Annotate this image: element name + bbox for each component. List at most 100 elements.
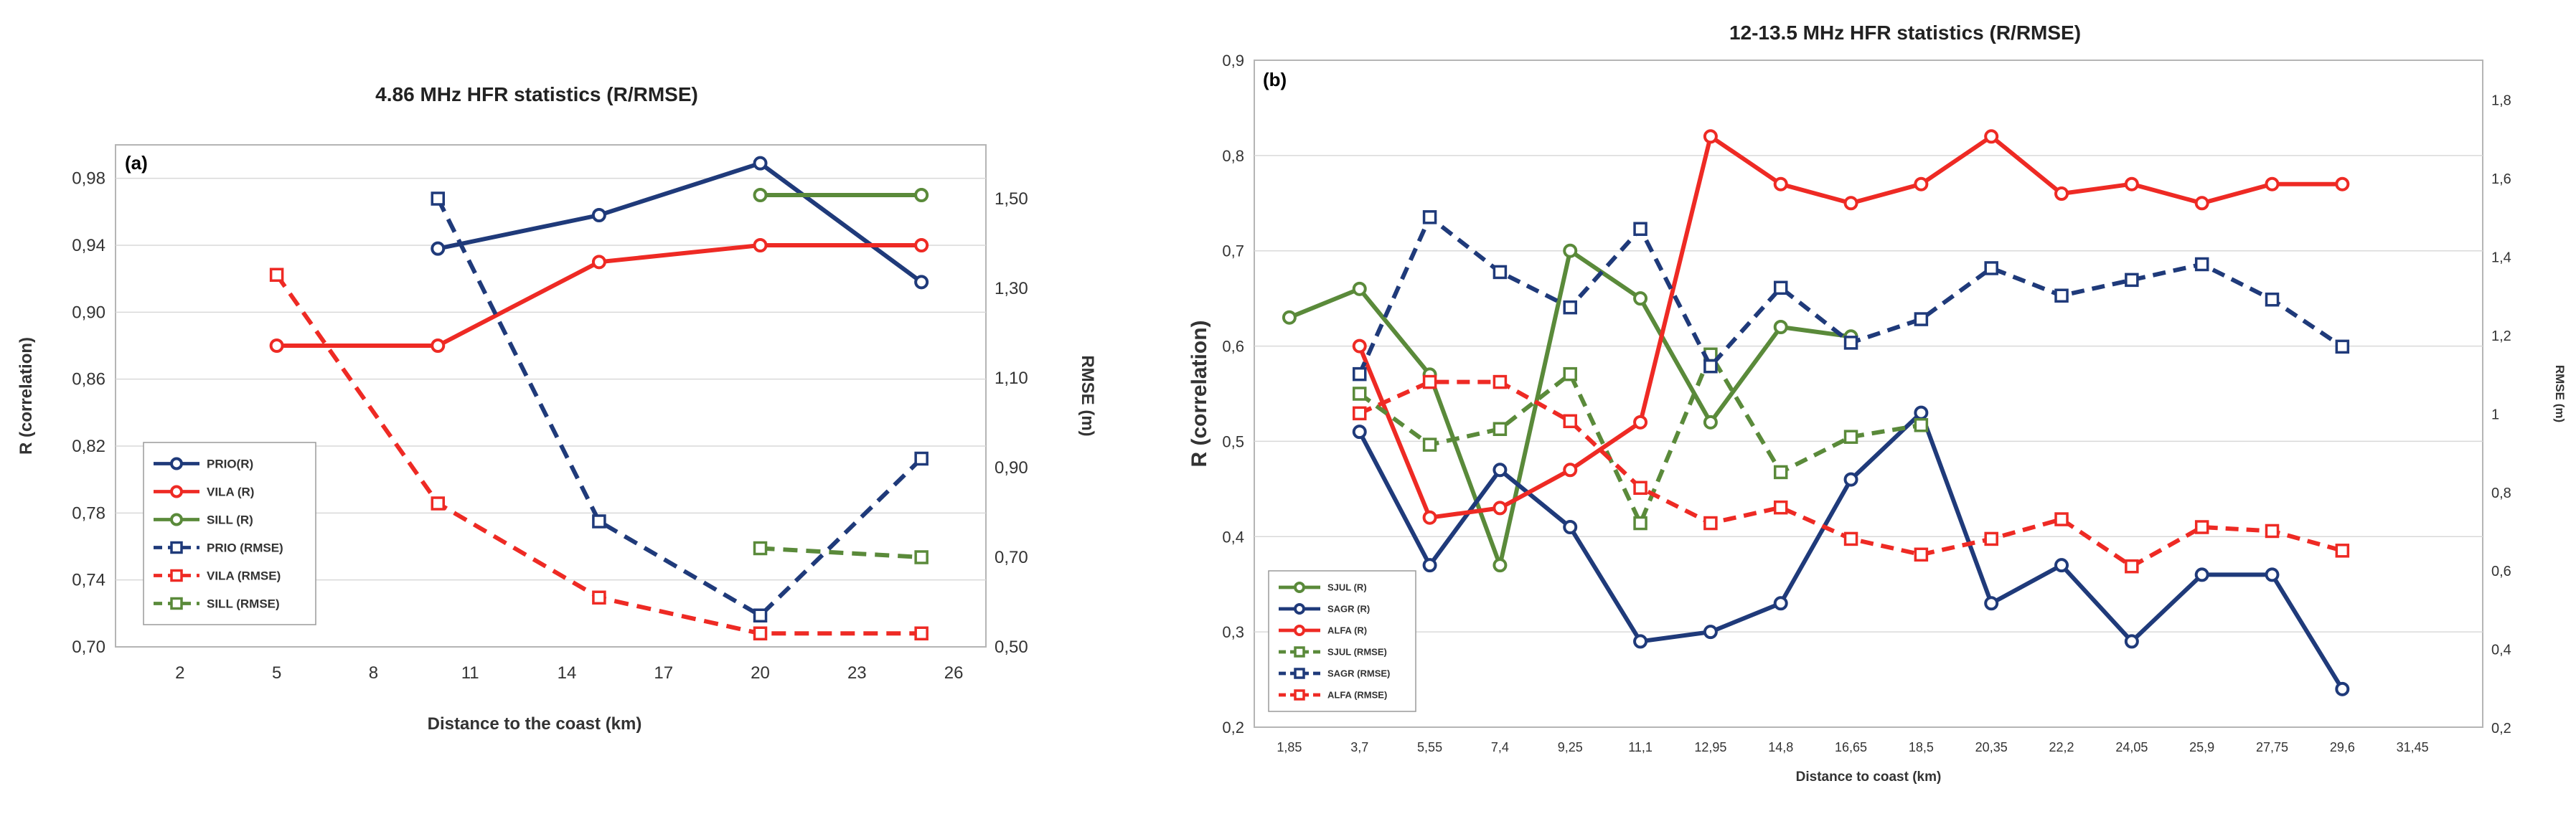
panel-a-legend: PRIO(R) VILA (R) SILL (R) PRIO (RMSE) VILA (…	[143, 442, 316, 625]
b-legend-label: ALFA (R)	[1327, 625, 1367, 636]
b-series-alfa-rmse-point	[1984, 531, 1998, 546]
a-y2-tick-label: 1,10	[995, 369, 1028, 388]
a-y-tick-label: 0,90	[72, 303, 105, 322]
a-series-vila-r-point	[269, 338, 284, 353]
panel-b-gridlines	[1254, 155, 2483, 633]
b-series-sagr-r-point	[1563, 520, 1578, 534]
b-series-sagr-rmse	[1352, 210, 2350, 382]
b-legend-swatch-marker	[1294, 668, 1305, 679]
b-series-sjul-r-point	[1282, 310, 1297, 325]
b-series-alfa-r-point	[2124, 176, 2139, 191]
a-x-tick-label: 2	[175, 663, 184, 683]
b-series-sjul-r-point	[1563, 243, 1578, 258]
b-y2-tick-label: 0,6	[2491, 564, 2511, 579]
a-series-prio-rmse-point	[753, 608, 768, 622]
b-series-sagr-rmse-point	[1773, 280, 1788, 295]
panel-b-y2-axis-label: RMSE (m)	[2553, 365, 2567, 422]
a-series-vila-r	[269, 238, 929, 353]
a-x-tick-label: 26	[944, 663, 964, 683]
panel-b-plot-frame	[1254, 60, 2483, 728]
b-series-alfa-rmse	[1352, 374, 2350, 574]
b-series-sagr-r-point	[1352, 425, 1367, 440]
b-series-alfa-rmse-point	[1773, 500, 1788, 515]
b-series-sagr-rmse-point	[1703, 359, 1718, 374]
b-legend-swatch-marker	[1294, 689, 1305, 701]
b-series-sagr-rmse-point	[1914, 312, 1929, 326]
b-y2-tick-label: 1,2	[2491, 328, 2511, 344]
a-series-vila-rmse-point	[592, 590, 606, 605]
b-series-sagr-r-point	[1703, 625, 1718, 640]
b-y2-tick-label: 0,2	[2491, 721, 2511, 737]
b-series-sagr-rmse-point	[2335, 339, 2350, 354]
b-series-sjul-rmse-point	[1352, 387, 1367, 401]
a-x-tick-label: 5	[272, 663, 281, 683]
panel-a-title: 4.86 MHz HFR statistics (R/RMSE)	[375, 83, 698, 105]
b-series-sagr-r-point	[1773, 596, 1788, 611]
b-series-sjul-rmse-line	[1358, 352, 1922, 526]
b-y2-tick-label: 1	[2491, 407, 2499, 422]
a-series-vila-rmse-point	[431, 496, 446, 511]
panel-b-legend: SJUL (R) SAGR (R) ALFA (R) SJUL (RMSE) SAGR …	[1268, 570, 1416, 712]
a-legend-box	[143, 442, 316, 625]
b-x-tick-label: 14,8	[1768, 740, 1793, 754]
panel-b-label: (b)	[1263, 69, 1287, 90]
b-series-alfa-rmse-point	[1422, 374, 1437, 389]
a-y2-tick-label: 0,50	[995, 638, 1028, 657]
b-legend-item: SJUL (RMSE)	[1279, 646, 1387, 658]
a-y-tick-label: 0,78	[72, 503, 105, 523]
a-y-tick-label: 0,86	[72, 370, 105, 389]
panel-a-y-tick-labels: 0,70 0,74 0,78 0,82 0,86 0,90 0,94 0,98	[72, 169, 105, 657]
a-legend-label: SILL (R)	[207, 513, 253, 526]
b-legend-label: ALFA (RMSE)	[1327, 690, 1387, 701]
b-series-sjul-rmse-point	[1843, 430, 1858, 444]
panel-b-y-axis-label: R (correlation)	[1188, 320, 1211, 467]
a-x-tick-label: 23	[847, 663, 867, 683]
a-legend-item: VILA (R)	[154, 485, 254, 498]
a-x-tick-label: 20	[751, 663, 770, 683]
b-legend-item: SAGR (R)	[1279, 603, 1370, 615]
b-series-sjul-r	[1282, 243, 1858, 573]
a-legend-label: VILA (RMSE)	[207, 569, 281, 582]
b-x-tick-label: 25,9	[2189, 740, 2214, 754]
a-series-vila-rmse	[269, 267, 929, 640]
b-y2-tick-label: 0,8	[2491, 486, 2511, 501]
panel-b-series	[1282, 129, 2350, 696]
b-legend-swatch-marker	[1294, 603, 1305, 615]
b-x-tick-label: 12,95	[1694, 740, 1726, 754]
b-series-sagr-rmse-point	[1843, 336, 1858, 350]
a-series-vila-r-point	[753, 238, 768, 252]
b-series-alfa-rmse-point	[2054, 512, 2069, 526]
b-x-tick-label: 3,7	[1350, 740, 1368, 754]
a-x-tick-label: 8	[369, 663, 378, 683]
panel-a-y2-tick-labels: 0,50 0,70 0,90 1,10 1,30 1,50	[995, 189, 1028, 657]
a-y-tick-label: 0,98	[72, 169, 105, 189]
b-series-sagr-r-point	[1493, 463, 1508, 478]
a-series-prio-r-point	[431, 241, 446, 256]
b-series-alfa-rmse-point	[1352, 406, 1367, 421]
panel-b-x-tick-labels: 1,85 3,7 5,55 7,4 9,25 11,1 12,95 14,8 16,65 18,5…	[1277, 740, 2428, 754]
b-series-alfa-r-point	[2265, 176, 2280, 191]
a-series-vila-rmse-point	[753, 626, 768, 640]
a-x-tick-label: 14	[558, 663, 577, 683]
panel-a-y-axis-label: R (correlation)	[17, 337, 36, 455]
b-legend-label: SJUL (RMSE)	[1327, 647, 1387, 658]
a-series-sill-rmse-line	[760, 546, 922, 559]
b-y-tick-label: 0,9	[1222, 52, 1244, 70]
b-series-sagr-r-point	[1633, 634, 1648, 649]
b-series-alfa-r-point	[1352, 338, 1367, 354]
b-legend-item: ALFA (RMSE)	[1279, 689, 1387, 701]
a-series-prio-r-point	[591, 208, 606, 222]
b-series-alfa-rmse-point	[1493, 374, 1508, 389]
b-x-tick-label: 1,85	[1277, 740, 1302, 754]
b-series-sagr-r-point	[2054, 558, 2069, 573]
b-series-sjul-r-point	[1493, 558, 1508, 573]
a-x-tick-label: 17	[654, 663, 673, 683]
b-y-tick-label: 0,7	[1222, 242, 1244, 260]
b-series-alfa-rmse-point	[1633, 480, 1647, 496]
b-series-sagr-rmse-point	[1352, 366, 1367, 382]
panel-b-y-tick-labels: 0,2 0,3 0,4 0,5 0,6 0,7 0,8 0,9	[1222, 52, 1244, 737]
b-y-tick-label: 0,4	[1222, 528, 1244, 546]
b-y2-tick-label: 0,4	[2491, 643, 2511, 658]
a-series-sill-r-point	[914, 188, 929, 202]
b-x-tick-label: 5,55	[1417, 740, 1442, 754]
